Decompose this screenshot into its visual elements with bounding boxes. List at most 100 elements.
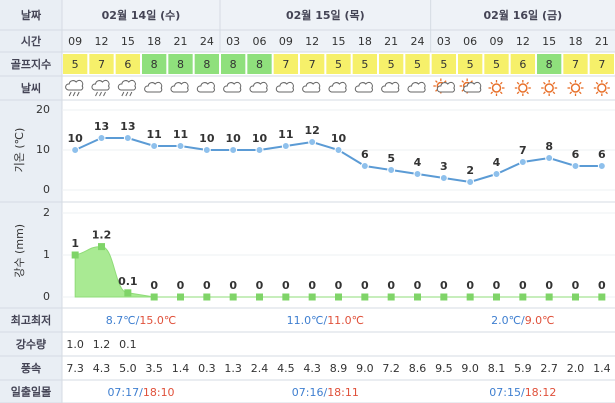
sun-ray	[552, 81, 556, 85]
temperature-point	[387, 166, 396, 174]
wind-speed: 9.0	[356, 362, 374, 375]
rain	[72, 91, 76, 97]
precip-amount: 1.0	[66, 338, 84, 351]
time: 12	[95, 35, 109, 48]
sun-times: 07:16/18:11	[292, 386, 359, 399]
temperature-point	[150, 142, 159, 150]
sunrise: 07:16	[292, 386, 324, 399]
data-label: 0	[229, 279, 237, 292]
wind-speed: 8.6	[409, 362, 427, 375]
sun-ray	[578, 81, 582, 85]
temperature-point	[229, 146, 238, 154]
time: 24	[411, 35, 425, 48]
data-label: 11	[278, 128, 293, 141]
data-label: 0	[256, 279, 264, 292]
low-temp: 2.0℃	[491, 314, 521, 327]
sun-ray	[435, 80, 438, 83]
temperature-point	[334, 146, 343, 154]
wind-speed: 5.0	[119, 362, 137, 375]
data-label: 0	[598, 279, 606, 292]
golf-cell	[168, 54, 193, 74]
data-label: 0	[414, 279, 422, 292]
row-label: 골프지수	[11, 57, 51, 71]
data-label: 8	[545, 140, 553, 153]
golf-cell	[115, 54, 140, 74]
sun-ray	[490, 81, 494, 85]
time: 18	[147, 35, 161, 48]
wind-speed: 1.3	[224, 362, 242, 375]
golf-cell	[405, 54, 430, 74]
time: 21	[595, 35, 609, 48]
golf-value: 7	[572, 58, 579, 71]
sun-ray	[569, 81, 573, 85]
date: 02월 16일 (금)	[483, 8, 562, 22]
precip-point	[98, 243, 105, 251]
y-tick-label: 2	[43, 206, 50, 219]
weather-icon	[459, 78, 482, 94]
weather-icon	[275, 81, 294, 93]
time: 24	[200, 35, 214, 48]
golf-cell	[221, 54, 246, 74]
cloud	[249, 81, 268, 93]
wind-speed: 4.3	[303, 362, 321, 375]
sun-ray	[499, 91, 503, 95]
time: 03	[226, 35, 240, 48]
cloud	[302, 81, 321, 93]
data-label: 4	[493, 156, 501, 169]
temperature-point	[360, 162, 369, 170]
high-low: 11.0℃/11.0℃	[287, 314, 364, 327]
data-label: 6	[361, 148, 369, 161]
sun-ray	[595, 81, 599, 85]
cloud	[354, 81, 373, 93]
sun-ray	[595, 91, 599, 95]
y-tick-label: 0	[43, 290, 50, 303]
y-tick-label: 10	[36, 143, 50, 156]
golf-cell	[537, 54, 562, 74]
temperature-point	[202, 146, 211, 154]
time: 12	[516, 35, 530, 48]
row-label: 날짜	[21, 8, 42, 22]
data-label: 11	[173, 128, 188, 141]
golf-cell	[458, 54, 483, 74]
golf-value: 7	[98, 58, 105, 71]
golf-cell	[589, 54, 614, 74]
y-tick-label: 0	[43, 183, 50, 196]
time: 09	[68, 35, 82, 48]
sun-ray	[543, 81, 546, 85]
golf-cell	[247, 54, 272, 74]
row-label: 일출일몰	[11, 385, 51, 399]
high-temp: 15.0℃	[139, 314, 176, 327]
temperature-point	[466, 178, 475, 186]
precip-point	[361, 293, 369, 301]
wind-speed: 1.4	[593, 362, 611, 375]
time: 09	[279, 35, 293, 48]
cloud	[407, 81, 426, 93]
temperature-point	[545, 154, 554, 162]
low-temp: 11.0℃	[287, 314, 324, 327]
weather-icon	[223, 81, 242, 93]
golf-value: 7	[598, 58, 605, 71]
row-label: 풍속	[21, 362, 41, 375]
golf-cell	[563, 54, 588, 74]
golf-cell	[273, 54, 298, 74]
data-label: 10	[199, 132, 215, 145]
golf-value: 5	[493, 58, 500, 71]
golf-value: 5	[440, 58, 447, 71]
wind-speed: 4.5	[277, 362, 295, 375]
golf-cell	[379, 54, 404, 74]
precip-point	[71, 251, 79, 259]
rain	[129, 91, 133, 97]
weather-icon	[567, 80, 584, 96]
sun-ray	[499, 81, 503, 85]
sun-ray	[461, 80, 465, 83]
time: 15	[542, 35, 556, 48]
temperature-point	[255, 146, 264, 154]
sun-ray	[490, 91, 494, 95]
golf-value: 5	[335, 58, 342, 71]
rain	[125, 91, 129, 97]
temperature-point	[281, 142, 290, 150]
golf-cell	[352, 54, 377, 74]
row-label: 강수량	[16, 337, 46, 351]
weather-icon	[407, 81, 426, 93]
y-tick-label: 20	[36, 103, 50, 116]
